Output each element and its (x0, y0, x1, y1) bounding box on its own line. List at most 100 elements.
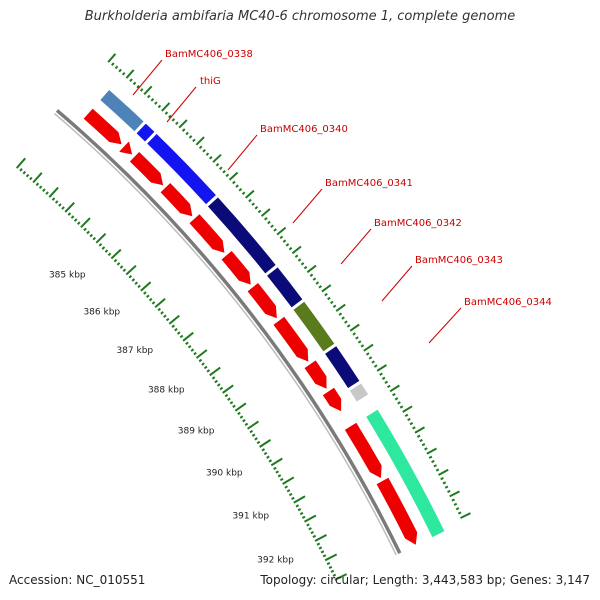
scale-tick (321, 284, 332, 293)
scale-tick (282, 476, 295, 485)
scale-tick (160, 311, 164, 315)
cds-ring (82, 107, 418, 546)
scale-tick (306, 264, 317, 274)
scale-tick (216, 383, 221, 387)
cog-gene-block (324, 345, 361, 389)
gene-label[interactable]: BamMC406_0344 (464, 297, 552, 308)
scale-tick (284, 485, 289, 489)
scale-tick (137, 284, 141, 289)
scale-tick (376, 364, 387, 372)
cog-gene-block (207, 196, 277, 275)
scale-tick (114, 65, 119, 70)
scale-tick (402, 405, 413, 413)
scale-tick (297, 508, 302, 512)
scale-tick (286, 489, 291, 493)
cds-arrow (375, 476, 418, 546)
cds-arrow (272, 315, 309, 363)
scale-tick (247, 420, 259, 430)
scale-tick (318, 546, 323, 550)
scale-tick (291, 245, 302, 255)
scale-tick (440, 477, 444, 481)
scale-tick (168, 314, 180, 325)
scale-tick (344, 320, 348, 324)
scale-tick (225, 173, 230, 178)
scale-tick (64, 202, 75, 213)
cog-gene-block (266, 266, 304, 309)
scale-tick (70, 215, 75, 219)
scale-tick (201, 362, 205, 366)
scale-tick (209, 155, 213, 160)
scale-ticks (15, 53, 471, 581)
scale-tick (416, 434, 421, 438)
scale-tick (92, 236, 97, 241)
cog-gene-block (146, 133, 217, 206)
scale-tick (32, 172, 43, 184)
gene-label-leader (340, 228, 372, 265)
scale-tick (198, 145, 203, 150)
scale-tick (129, 78, 133, 82)
scale-tick (363, 343, 374, 352)
scale-tick (407, 417, 411, 422)
scale-tick (365, 352, 370, 356)
scale-tick (267, 220, 271, 225)
scale-tick (248, 198, 252, 203)
gene-label[interactable]: thiG (200, 76, 221, 87)
scale-tick (168, 114, 172, 119)
scale-tick (444, 485, 449, 489)
scale-tick (67, 212, 72, 216)
scale-tick (397, 401, 401, 405)
scale-tick (261, 448, 266, 452)
scale-tick (249, 429, 254, 434)
scale-tick (42, 188, 46, 192)
gene-label[interactable]: BamMC406_0340 (260, 124, 348, 135)
scale-tick (241, 191, 246, 196)
gene-label[interactable]: BamMC406_0338 (165, 49, 253, 60)
scale-tick (176, 331, 181, 335)
scale-tick (318, 285, 322, 289)
scale-tick (89, 233, 93, 238)
scale-tick (412, 426, 416, 430)
scale-tick (165, 317, 170, 322)
scale-tick (299, 511, 304, 516)
scale-tick (244, 422, 249, 427)
scale-tick (61, 206, 65, 210)
scale-tick (125, 69, 135, 79)
scale-tick (209, 366, 221, 377)
scale-tick (322, 554, 327, 558)
scale-tick (182, 331, 194, 342)
cds-arrow (159, 182, 194, 218)
scale-tick (449, 490, 460, 498)
scale-tick (211, 376, 216, 380)
kbp-label: 390 kbp (206, 468, 243, 478)
scale-tick (270, 224, 274, 228)
scale-tick (121, 71, 126, 76)
scale-tick (22, 170, 27, 175)
scale-tick (154, 297, 166, 308)
scale-tick (215, 162, 220, 167)
scale-tick (113, 258, 118, 263)
scale-tick (399, 405, 404, 409)
gene-label[interactable]: BamMC406_0341 (325, 178, 413, 189)
gene-label-leader (381, 265, 413, 302)
cog-ring (99, 89, 446, 538)
scale-tick (251, 433, 256, 437)
scale-tick (421, 443, 426, 447)
scale-tick (185, 131, 189, 136)
scale-tick (309, 273, 314, 277)
scale-tick (308, 527, 312, 531)
scale-tick (409, 422, 414, 426)
scale-tick (273, 228, 277, 232)
scale-tick (371, 360, 375, 364)
scale-tick (355, 336, 359, 340)
kbp-label: 387 kbp (116, 346, 153, 356)
scale-tick (270, 457, 283, 467)
scale-tick (426, 447, 437, 455)
scale-tick (51, 197, 56, 201)
scale-tick (181, 128, 186, 132)
scale-tick (171, 324, 176, 328)
gene-label-leaders (132, 59, 462, 344)
gene-label[interactable]: BamMC406_0343 (415, 255, 503, 266)
scale-tick (175, 121, 179, 126)
gene-label[interactable]: BamMC406_0342 (374, 218, 462, 229)
